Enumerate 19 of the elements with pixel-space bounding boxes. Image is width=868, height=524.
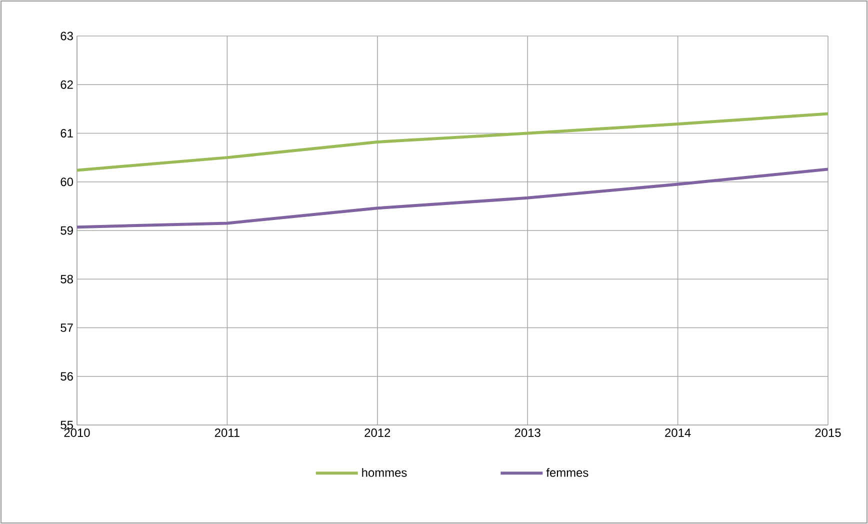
y-tick-label: 60: [60, 178, 74, 186]
x-tick-label: 2013: [514, 428, 540, 437]
y-tick-label: 59: [60, 226, 73, 235]
legend-label: hommes: [362, 468, 407, 477]
y-tick-label: 63: [60, 32, 73, 40]
y-tick-label: 58: [60, 274, 73, 284]
y-tick-label: 56: [60, 372, 73, 381]
y-tick-label: 62: [60, 80, 73, 89]
x-tick-label: 2011: [214, 428, 240, 437]
legend-label: femmes: [546, 468, 588, 477]
line-series: [77, 112, 828, 172]
x-tick-label: 2015: [815, 428, 841, 437]
y-tick-label: 55: [60, 420, 73, 430]
x-tick-label: 2012: [364, 428, 390, 437]
line-series: [77, 168, 828, 229]
x-tick-label: 2010: [64, 428, 90, 437]
y-tick-label: 57: [60, 324, 73, 332]
y-tick-label: 61: [60, 129, 73, 138]
x-tick-label: 2014: [665, 428, 691, 437]
